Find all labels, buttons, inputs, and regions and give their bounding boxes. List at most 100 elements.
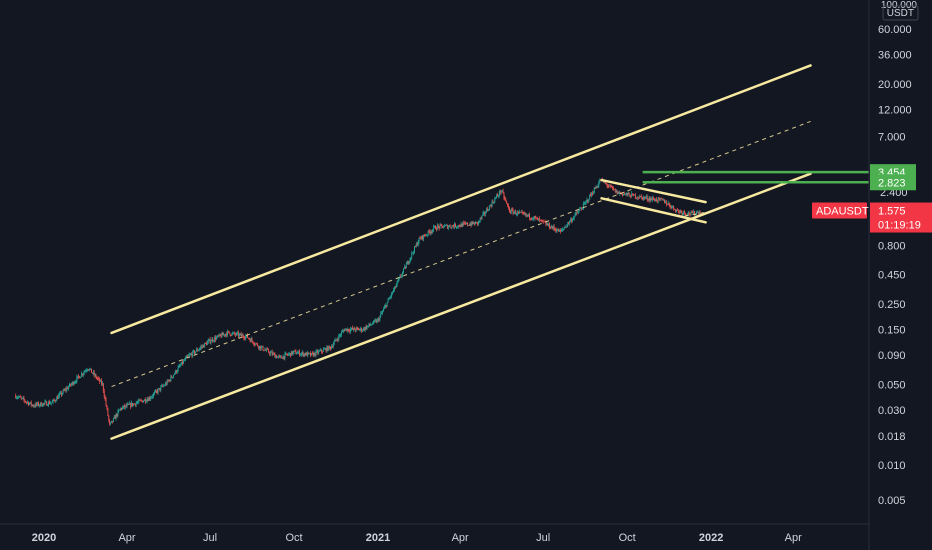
candle-body (174, 370, 176, 374)
candle-body (655, 198, 657, 201)
candle-body (88, 369, 90, 371)
candle-body (379, 316, 381, 321)
candle-body (367, 325, 369, 327)
candle-body (565, 226, 567, 228)
candle-body (73, 382, 75, 385)
candle-body (307, 352, 309, 356)
candle-body (162, 385, 164, 387)
candle-body (459, 226, 461, 227)
candle-body (529, 214, 530, 219)
candle-body (283, 356, 285, 359)
candle-body (649, 198, 651, 201)
candle-body (28, 403, 30, 405)
candle-body (264, 349, 266, 351)
candle-body (218, 334, 220, 337)
candle-body (236, 333, 238, 335)
trendline-flag-mid[interactable] (684, 211, 706, 217)
candle-body (556, 230, 558, 232)
candle-body (320, 349, 322, 352)
candle-body (234, 332, 236, 335)
candle-body (35, 403, 37, 407)
candle-body (489, 205, 491, 207)
candle-body (122, 407, 123, 410)
candle-body (249, 339, 251, 342)
candle-body (534, 216, 536, 218)
candle-body (116, 414, 118, 416)
candle-body (446, 224, 448, 229)
candle-body (513, 212, 515, 214)
candle-body (305, 352, 307, 356)
candle-body (98, 378, 100, 380)
price-tick-label: 0.018 (878, 431, 906, 443)
candle-body (505, 198, 507, 202)
candle-body (77, 375, 79, 377)
candle-body (642, 196, 644, 200)
candle-body (87, 369, 89, 371)
candle-body (475, 221, 477, 225)
drawing-layer[interactable] (110, 64, 869, 440)
candle-body (78, 375, 80, 377)
candle-body (79, 376, 81, 379)
candle-body (306, 352, 308, 356)
candle-body (614, 189, 616, 193)
candle-body (362, 328, 364, 331)
candle-body (89, 369, 91, 371)
candle-body (197, 350, 199, 351)
candle-body (592, 193, 594, 195)
candle-body (637, 197, 639, 199)
candle-body (691, 211, 693, 213)
candle-body (471, 221, 473, 226)
candle-body (596, 186, 598, 188)
candle-body (124, 405, 126, 408)
candle-body (280, 356, 282, 358)
candle-body (685, 212, 686, 215)
candle-body (455, 223, 457, 228)
candle-body (152, 396, 154, 398)
candle-body (400, 276, 402, 278)
candle-body (271, 351, 273, 355)
candle-body (625, 193, 627, 194)
candle-body (170, 376, 172, 381)
candle-body (210, 341, 212, 343)
candle-body (111, 420, 113, 422)
candle-body (318, 351, 320, 354)
candle-body (502, 190, 504, 194)
candle-body (215, 337, 217, 340)
candle-body (76, 376, 78, 382)
candle-body (553, 226, 555, 229)
trendline-flag-top[interactable] (600, 178, 707, 204)
candle-body (584, 202, 586, 204)
candle-body (97, 378, 99, 380)
price-axis[interactable]: 100.000USDT60.00036.00020.00012.0007.000… (878, 0, 919, 507)
candle-body (388, 298, 390, 300)
candle-body (268, 349, 269, 353)
candle-body (186, 355, 188, 357)
candle-body (242, 334, 244, 337)
candle-body (341, 330, 343, 333)
candle-body (550, 226, 552, 229)
candle-body (627, 192, 629, 195)
candle-body (365, 326, 367, 329)
candle-body (151, 396, 153, 398)
candle-body (438, 226, 440, 229)
trendline-lower[interactable] (110, 172, 812, 440)
trendline-flag-bottom[interactable] (600, 197, 707, 224)
candle-body (285, 353, 287, 355)
candle-body (49, 403, 51, 405)
candle-body (635, 198, 637, 199)
candle-body (386, 302, 388, 307)
candle-body (44, 401, 46, 404)
candle-body (244, 338, 246, 339)
candle-body (586, 199, 588, 201)
candle-body (412, 252, 414, 254)
trendline-upper[interactable] (110, 64, 812, 335)
candle-body (322, 349, 324, 352)
time-axis[interactable]: 2020 Apr Jul Oct 2021 Apr Jul Oct 2022 Apr (32, 532, 802, 544)
candle-body (327, 346, 329, 351)
candle-body (550, 227, 551, 229)
candle-body (564, 226, 566, 229)
candle-body (191, 354, 193, 357)
candle-body (390, 296, 392, 298)
candle-body (55, 400, 57, 402)
